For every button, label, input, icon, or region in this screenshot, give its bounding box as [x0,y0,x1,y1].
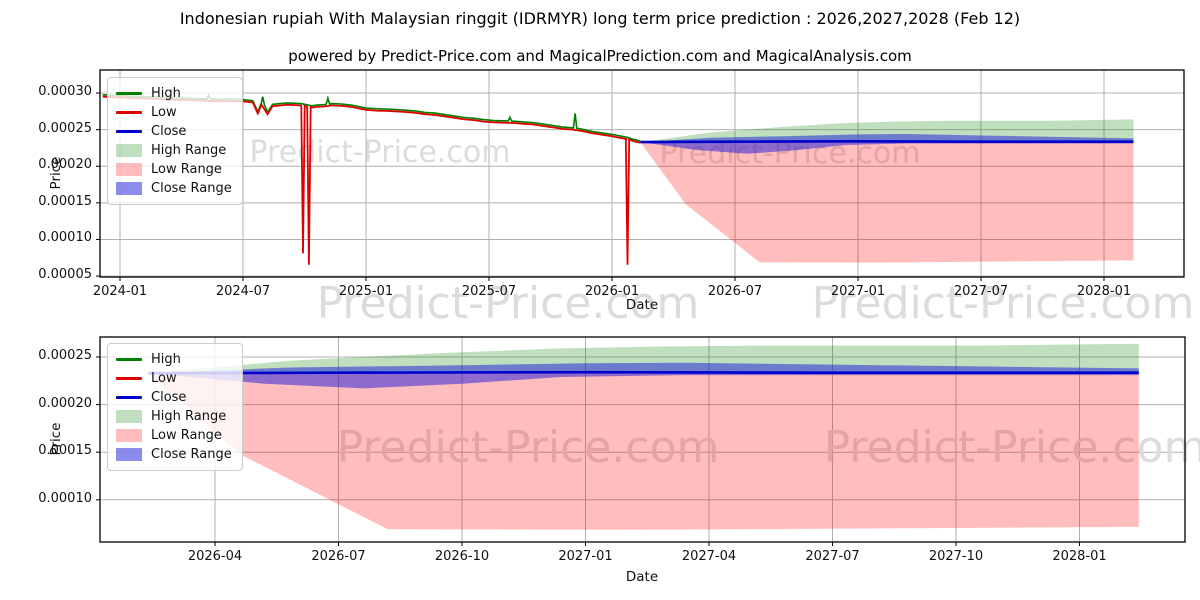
legend-patch-swatch [116,410,142,423]
legend-label: Low [151,371,177,386]
legend-item-close-range: Close Range [116,445,232,464]
legend-label: Close [151,390,187,405]
legend-line-swatch [116,358,142,361]
watermark-text: Predict-Price.com [250,135,511,170]
legend-label: High Range [151,143,227,158]
watermark-text: Predict-Price.com [337,422,720,473]
watermark-text: Predict-Price.com [317,278,700,329]
legend-item-high: High [116,350,232,369]
low-range-band [640,141,1134,263]
chart-top: Predict-Price.com Predict-Price.com Predic… [96,69,1195,329]
close-range-band [148,362,1139,389]
close-forecast-line [640,139,1134,144]
close-range-band [640,134,1134,154]
legend-label: Low Range [151,162,222,177]
legend-label: High [151,86,181,101]
legend-label: Low [151,105,177,120]
legend-line-swatch [116,92,142,95]
legend-line-swatch [116,396,142,399]
legend-patch-swatch [116,163,142,176]
legend-line-swatch [116,377,142,380]
legend-line-swatch [116,111,142,114]
plot-border [99,336,1186,543]
legend-item-close: Close [116,122,232,141]
legend-label: Close [151,124,187,139]
page-title: Indonesian rupiah With Malaysian ringgit… [179,9,1021,28]
legend-patch-swatch [116,429,142,442]
legend-line-swatch [116,130,142,133]
watermark-text: Predict-Price.com [824,422,1200,473]
legend-item-low: Low [116,369,232,388]
watermark-text: Predict-Price.com [812,278,1195,329]
legend-label: High [151,352,181,367]
legend-patch-swatch [116,448,142,461]
legend-patch-swatch [116,182,142,195]
legend-item-low-range: Low Range [116,160,232,179]
legend-label: Low Range [151,428,222,443]
low-range-band [148,372,1139,530]
legend-item-low-range: Low Range [116,426,232,445]
legend-bottom-chart: High Low Close High Range Low Range Close Ran… [107,343,243,471]
plot-border [99,69,1185,278]
legend-item-high-range: High Range [116,141,232,160]
close-forecast-line [148,370,1139,375]
legend-label: Close Range [151,181,232,196]
low-history-line [102,95,641,265]
legend-item-low: Low [116,103,232,122]
legend-item-close: Close [116,388,232,407]
legend-item-high: High [116,84,232,103]
page-subtitle: powered by Predict-Price.com and Magical… [288,47,912,65]
legend-patch-swatch [116,144,142,157]
legend-item-high-range: High Range [116,407,232,426]
legend-label: Close Range [151,447,232,462]
legend-top-chart: High Low Close High Range Low Range Close Ran… [107,77,243,205]
legend-label: High Range [151,409,227,424]
legend-item-close-range: Close Range [116,179,232,198]
chart-bottom: Predict-Price.com Predict-Price.com [96,336,1200,546]
